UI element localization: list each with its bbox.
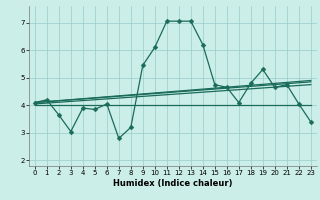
X-axis label: Humidex (Indice chaleur): Humidex (Indice chaleur) (113, 179, 233, 188)
